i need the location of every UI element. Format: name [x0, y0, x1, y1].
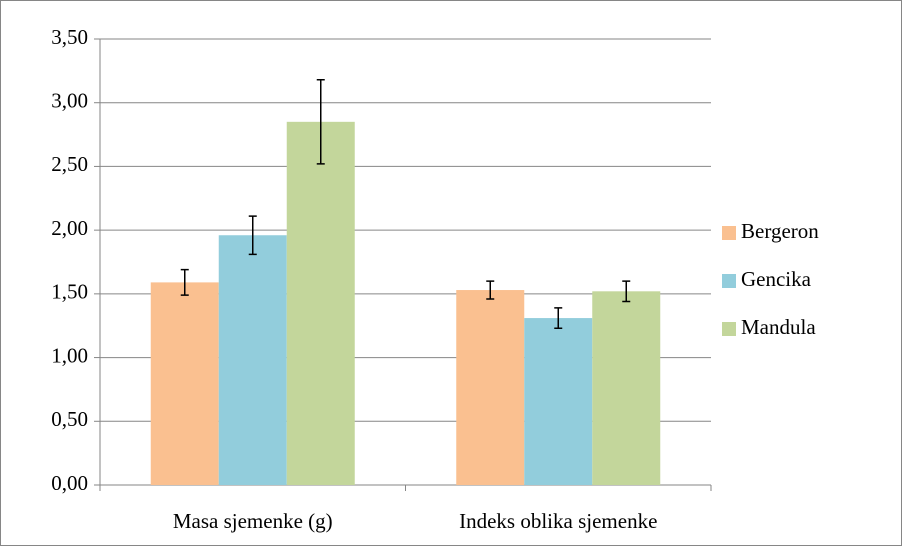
legend-label: Bergeron [741, 219, 819, 243]
x-tick-label: Masa sjemenke (g) [173, 509, 333, 533]
y-tick-label: 0,50 [51, 407, 88, 431]
legend-swatch [722, 322, 736, 336]
error-bar [180, 268, 189, 296]
y-tick-label: 0,00 [51, 471, 88, 495]
error-bar [316, 79, 325, 165]
bar [218, 235, 287, 485]
legend-swatch [722, 226, 736, 240]
error-bar [248, 215, 257, 256]
error-bar [554, 307, 563, 330]
x-tick-label: Indeks oblika sjemenke [459, 509, 657, 533]
y-tick-label: 2,00 [51, 216, 88, 240]
legend-swatch [722, 274, 736, 288]
bar [150, 282, 219, 485]
bar [286, 121, 355, 485]
bar [524, 318, 593, 485]
legend-label: Gencika [741, 267, 812, 291]
y-tick-label: 1,50 [51, 280, 88, 304]
y-tick-label: 3,00 [51, 89, 88, 113]
error-bar [622, 280, 631, 303]
legend-label: Mandula [741, 315, 816, 339]
y-tick-label: 2,50 [51, 152, 88, 176]
error-bar [486, 280, 495, 300]
y-tick-label: 3,50 [51, 25, 88, 49]
bar [592, 291, 661, 485]
bar [456, 290, 525, 485]
y-tick-label: 1,00 [51, 343, 88, 367]
